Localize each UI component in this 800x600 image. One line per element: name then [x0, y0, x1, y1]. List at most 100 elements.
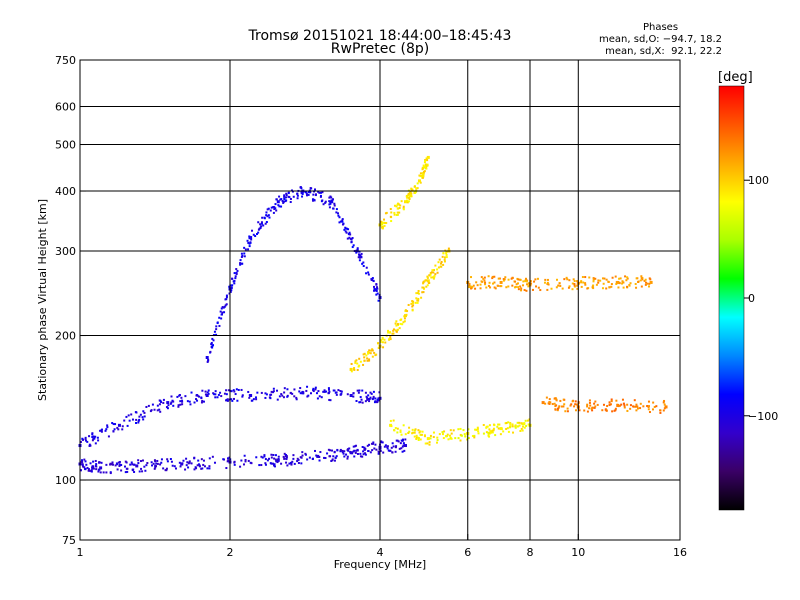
data-point: [345, 231, 348, 234]
data-point: [242, 463, 245, 466]
data-point: [395, 213, 398, 216]
data-point: [447, 438, 450, 441]
data-point: [227, 457, 230, 460]
data-point: [375, 448, 378, 451]
data-point: [476, 428, 479, 431]
data-point: [81, 463, 84, 466]
data-point: [392, 445, 395, 448]
data-point: [305, 389, 308, 392]
data-point: [644, 283, 647, 286]
data-point: [390, 446, 393, 449]
data-point: [299, 392, 302, 395]
data-point: [520, 289, 523, 292]
data-point: [402, 424, 405, 427]
data-point: [270, 453, 273, 456]
data-point: [267, 214, 270, 217]
data-point: [91, 432, 94, 435]
data-point: [610, 285, 613, 288]
data-point: [119, 463, 122, 466]
data-point: [89, 462, 92, 465]
data-point: [560, 405, 563, 408]
data-point: [356, 247, 359, 250]
data-point: [378, 399, 381, 402]
data-point: [123, 419, 126, 422]
data-point: [417, 429, 420, 432]
data-point: [273, 464, 276, 467]
data-point: [318, 191, 321, 194]
data-point: [292, 454, 295, 457]
data-point: [362, 453, 365, 456]
data-point: [367, 351, 370, 354]
data-point: [601, 409, 604, 412]
data-point: [445, 256, 448, 259]
data-point: [594, 277, 597, 280]
y-tick-label: 100: [55, 474, 76, 487]
data-point: [261, 216, 264, 219]
data-point: [482, 277, 485, 280]
data-point: [394, 322, 397, 325]
data-point: [260, 455, 263, 458]
data-point: [568, 285, 571, 288]
trace-o-trace-diffuse-f: [205, 186, 382, 363]
data-point: [208, 457, 211, 460]
data-point: [374, 443, 377, 446]
data-point: [230, 398, 233, 401]
data-point: [283, 391, 286, 394]
data-point: [574, 409, 577, 412]
data-point: [138, 415, 141, 418]
data-point: [123, 465, 126, 468]
data-point: [396, 328, 399, 331]
data-point: [421, 172, 424, 175]
data-point: [586, 410, 589, 413]
data-point: [235, 273, 238, 276]
data-point: [565, 276, 568, 279]
data-point: [555, 278, 558, 281]
data-point: [411, 309, 414, 312]
data-point: [288, 462, 291, 465]
data-point: [467, 286, 470, 289]
data-point: [601, 287, 604, 290]
data-point: [608, 401, 611, 404]
data-point: [376, 292, 379, 295]
data-point: [258, 464, 261, 467]
data-point: [424, 279, 427, 282]
data-point: [614, 275, 617, 278]
data-point: [215, 333, 218, 336]
data-point: [517, 286, 520, 289]
data-point: [231, 399, 234, 402]
data-point: [647, 400, 650, 403]
data-point: [615, 282, 618, 285]
data-point: [339, 393, 342, 396]
data-point: [368, 443, 371, 446]
data-point: [207, 392, 210, 395]
data-point: [95, 468, 98, 471]
data-point: [509, 423, 512, 426]
data-point: [391, 332, 394, 335]
data-point: [301, 451, 304, 454]
data-point: [499, 433, 502, 436]
data-point: [392, 328, 395, 331]
data-point: [291, 190, 294, 193]
data-point: [259, 223, 262, 226]
data-point: [207, 358, 210, 361]
data-point: [200, 467, 203, 470]
data-point: [485, 431, 488, 434]
data-point: [387, 449, 390, 452]
data-point: [111, 461, 114, 464]
data-point: [377, 347, 380, 350]
data-point: [610, 400, 613, 403]
data-point: [311, 458, 314, 461]
data-point: [431, 269, 434, 272]
data-point: [607, 280, 610, 283]
data-point: [93, 437, 96, 440]
data-point: [508, 426, 511, 429]
data-point: [289, 197, 292, 200]
data-point: [339, 448, 342, 451]
data-point: [575, 403, 578, 406]
data-point: [290, 463, 293, 466]
data-point: [348, 236, 351, 239]
data-point: [358, 250, 361, 253]
data-point: [507, 285, 510, 288]
data-point: [106, 426, 109, 429]
data-point: [360, 252, 363, 255]
